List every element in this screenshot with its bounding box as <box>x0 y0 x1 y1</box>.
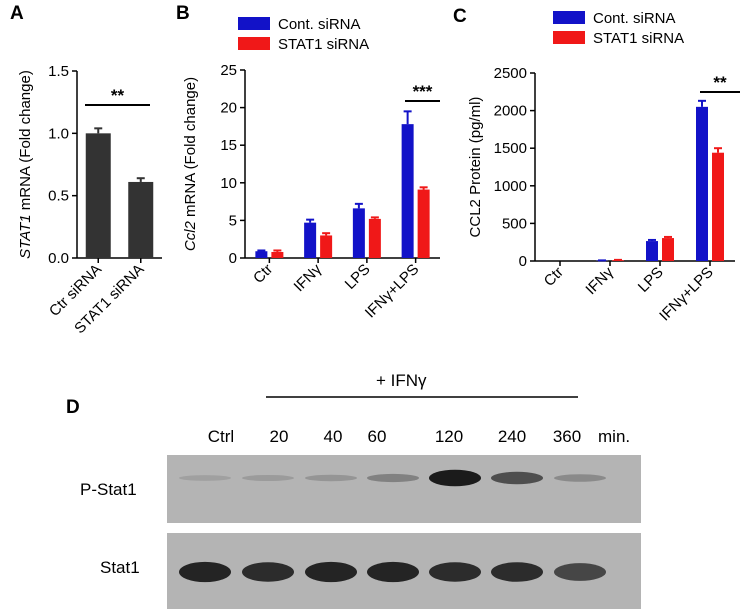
lane-labels: Ctrl 20 40 60 120 240 360 <box>208 427 581 446</box>
bar-cont-sirna <box>696 106 708 261</box>
bar <box>85 133 111 258</box>
y-axis-title-gene: Ccl2 <box>182 220 199 251</box>
lane-label: 40 <box>324 427 343 446</box>
y-axis-title-gene: STAT1 <box>17 214 34 258</box>
band-stat1 <box>554 563 606 581</box>
significance-stars: *** <box>413 82 433 101</box>
x-tick-label: IFNγ <box>582 263 617 298</box>
bar <box>128 181 154 258</box>
y-axis-title: Ccl2 mRNA (Fold change) <box>182 77 199 251</box>
chart-panel-b: 0 5 10 15 20 25 Ccl2 mRNA (Fold change) Ctr IFNγ… <box>182 16 440 321</box>
legend-label: STAT1 siRNA <box>593 30 684 47</box>
y-axis-title: CCL2 Protein (pg/ml) <box>467 97 484 238</box>
panel-label-a: A <box>10 3 24 24</box>
legend-label: Cont. siRNA <box>593 10 676 27</box>
blot-row-label-pstat1: P-Stat1 <box>80 480 137 499</box>
y-tick-label: 5 <box>229 212 237 229</box>
lane-label: 60 <box>368 427 387 446</box>
y-axis-title: STAT1 mRNA (Fold change) <box>17 70 34 259</box>
panel-label-d: D <box>66 397 80 418</box>
bar-cont-sirna <box>401 124 414 258</box>
band-pstat1 <box>305 474 357 482</box>
y-axis-title-rest: mRNA (Fold change) <box>17 70 34 214</box>
y-tick-label: 25 <box>220 62 237 79</box>
western-blot-panel: + IFNγ min. Ctrl 20 40 60 120 240 360 P-Stat1 … <box>80 371 641 609</box>
legend-label: Cont. siRNA <box>278 16 361 33</box>
bar-stat1-sirna <box>368 218 381 258</box>
y-tick-label: 0.5 <box>48 188 69 205</box>
x-tick-label: Ctr <box>250 261 276 287</box>
significance-stars: ** <box>111 86 125 105</box>
y-tick-label: 2500 <box>494 65 527 82</box>
y-tick-label: 0 <box>229 250 237 267</box>
panel-label-b: B <box>176 3 190 24</box>
lane-label: Ctrl <box>208 427 234 446</box>
legend-swatch-cont-sirna <box>238 17 270 30</box>
band-pstat1 <box>367 473 419 483</box>
lane-label: 20 <box>270 427 289 446</box>
panel-label-c: C <box>453 6 467 27</box>
bar-stat1-sirna <box>662 238 674 261</box>
y-tick-label: 0 <box>519 253 527 270</box>
blot-membrane-pstat1 <box>167 455 641 523</box>
y-tick-label: 20 <box>220 100 237 117</box>
bar-stat1-sirna <box>271 251 284 258</box>
legend-label: STAT1 siRNA <box>278 36 369 53</box>
x-tick-label: IFNγ+LPS <box>362 261 423 322</box>
legend-swatch-stat1-sirna <box>553 31 585 44</box>
y-axis-title-rest: mRNA (Fold change) <box>182 77 199 221</box>
y-tick-label: 1500 <box>494 140 527 157</box>
x-tick-label: LPS <box>342 261 374 293</box>
x-tick-label: IFNγ+LPS <box>656 264 717 325</box>
bar-cont-sirna <box>304 222 317 258</box>
legend-swatch-stat1-sirna <box>238 37 270 50</box>
y-tick-label: 1000 <box>494 178 527 195</box>
time-unit-label: min. <box>598 427 630 446</box>
significance-stars: ** <box>713 73 727 92</box>
band-stat1 <box>179 561 231 583</box>
bar-stat1-sirna <box>320 235 333 258</box>
y-tick-label: 2000 <box>494 103 527 120</box>
bar-stat1-sirna <box>712 152 724 261</box>
band-pstat1 <box>554 474 606 482</box>
band-stat1 <box>305 561 357 583</box>
bar-stat1-sirna <box>417 189 430 258</box>
y-tick-label: 500 <box>502 215 527 232</box>
band-pstat1 <box>491 471 543 485</box>
band-pstat1 <box>242 474 294 482</box>
x-tick-label: IFNγ <box>291 260 326 295</box>
treatment-label: + IFNγ <box>376 371 427 390</box>
y-tick-label: 0.0 <box>48 250 69 267</box>
bar-cont-sirna <box>255 251 268 258</box>
y-tick-label: 1.0 <box>48 125 69 142</box>
lane-label: 120 <box>435 427 463 446</box>
band-stat1 <box>429 562 481 582</box>
blot-bands <box>179 469 606 583</box>
legend-swatch-cont-sirna <box>553 11 585 24</box>
x-tick-label: LPS <box>635 264 667 296</box>
band-pstat1 <box>179 475 231 481</box>
band-stat1 <box>367 561 419 583</box>
band-stat1 <box>242 562 294 582</box>
y-tick-label: 1.5 <box>48 63 69 80</box>
lane-label: 240 <box>498 427 526 446</box>
band-pstat1 <box>429 469 481 487</box>
blot-row-label-stat1: Stat1 <box>100 558 140 577</box>
bar-cont-sirna <box>646 241 658 261</box>
band-stat1 <box>491 562 543 582</box>
y-tick-label: 10 <box>220 175 237 192</box>
x-tick-label: Ctr <box>541 264 567 290</box>
lane-label: 360 <box>553 427 581 446</box>
bar-cont-sirna <box>352 208 365 258</box>
chart-panel-c: 0 500 1000 1500 2000 2500 CCL2 Protein (pg/ml)… <box>467 10 740 324</box>
y-tick-label: 15 <box>220 137 237 154</box>
